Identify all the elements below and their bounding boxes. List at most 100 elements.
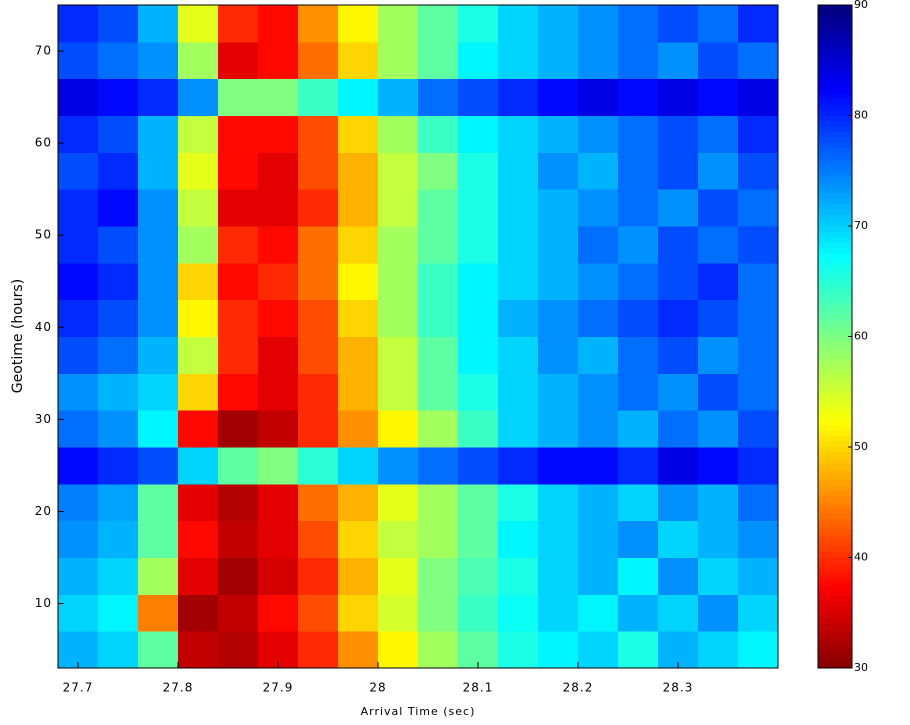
- colorbar-tick-label: 30: [854, 661, 868, 674]
- cell: [538, 410, 579, 448]
- cell: [338, 41, 379, 80]
- cell: [458, 226, 499, 264]
- cell: [98, 115, 139, 153]
- cell: [298, 41, 339, 80]
- colorbar-swatch: [818, 148, 852, 155]
- cell: [618, 115, 659, 153]
- cell: [658, 115, 699, 153]
- cell: [458, 115, 499, 153]
- colorbar-swatch: [818, 563, 852, 570]
- colorbar-swatch: [818, 10, 852, 17]
- cell: [58, 189, 99, 227]
- cell: [698, 557, 739, 595]
- cell: [698, 5, 739, 43]
- cell: [578, 447, 619, 485]
- colorbar-swatch: [818, 286, 852, 293]
- cell: [218, 299, 259, 337]
- cell: [618, 410, 659, 448]
- cell: [538, 299, 579, 337]
- colorbar-tick-label: 40: [854, 551, 868, 564]
- cell: [418, 410, 459, 448]
- colorbar-swatch: [818, 248, 852, 255]
- cell: [378, 5, 419, 43]
- cell: [498, 262, 539, 301]
- cell: [218, 520, 259, 558]
- cell: [258, 5, 299, 43]
- cell: [378, 557, 419, 595]
- cell: [338, 410, 379, 448]
- colorbar-swatch: [818, 32, 852, 39]
- cell: [338, 189, 379, 227]
- colorbar-swatch: [818, 187, 852, 194]
- cell: [258, 594, 299, 632]
- cell: [138, 262, 179, 301]
- cell: [498, 631, 539, 668]
- cell: [178, 410, 219, 448]
- cell: [178, 299, 219, 337]
- cell: [378, 631, 419, 668]
- cell: [738, 594, 778, 632]
- cell: [578, 152, 619, 190]
- cell: [218, 483, 259, 522]
- cell: [178, 262, 219, 301]
- colorbar-swatch: [818, 364, 852, 371]
- colorbar-swatch: [818, 618, 852, 625]
- cell: [298, 78, 339, 116]
- cell: [58, 299, 99, 337]
- cell: [58, 152, 99, 190]
- cell: [498, 520, 539, 558]
- cell: [378, 115, 419, 153]
- cell: [418, 447, 459, 485]
- colorbar-swatch: [818, 319, 852, 327]
- cell: [618, 226, 659, 264]
- cell: [538, 41, 579, 80]
- cell: [258, 41, 299, 80]
- cell: [418, 299, 459, 337]
- cell: [658, 336, 699, 374]
- colorbar-swatch: [818, 192, 852, 199]
- cell: [418, 41, 459, 80]
- cell: [538, 557, 579, 595]
- colorbar-swatch: [818, 574, 852, 581]
- colorbar-swatch: [818, 380, 852, 387]
- cell: [218, 41, 259, 80]
- cell: [58, 483, 99, 522]
- colorbar-swatch: [818, 297, 852, 304]
- colorbar-swatch: [818, 645, 852, 653]
- colorbar-swatch: [818, 21, 852, 28]
- cell: [658, 594, 699, 632]
- colorbar-swatch: [818, 430, 852, 437]
- cell: [298, 299, 339, 337]
- cell: [98, 594, 139, 632]
- colorbar-swatch: [818, 535, 852, 542]
- cell: [658, 226, 699, 264]
- colorbar-swatch: [818, 612, 852, 619]
- cell: [138, 631, 179, 668]
- colorbar-swatch: [818, 629, 852, 636]
- cell: [538, 226, 579, 264]
- cell: [98, 5, 139, 43]
- cell: [658, 189, 699, 227]
- cell: [458, 78, 499, 116]
- cell: [738, 299, 778, 337]
- cell: [58, 5, 99, 43]
- colorbar-swatch: [818, 237, 852, 244]
- cell: [538, 5, 579, 43]
- cell: [138, 594, 179, 632]
- cell: [698, 115, 739, 153]
- cell: [418, 631, 459, 668]
- cell: [698, 594, 739, 632]
- cell: [98, 483, 139, 522]
- cell: [138, 336, 179, 374]
- cell: [538, 262, 579, 301]
- colorbar-swatch: [818, 71, 852, 78]
- colorbar-swatch: [818, 662, 852, 669]
- cell: [458, 5, 499, 43]
- cell: [58, 336, 99, 374]
- cell: [298, 594, 339, 632]
- cell: [218, 373, 259, 411]
- cell: [338, 115, 379, 153]
- cell: [218, 262, 259, 301]
- colorbar-swatch: [818, 485, 852, 492]
